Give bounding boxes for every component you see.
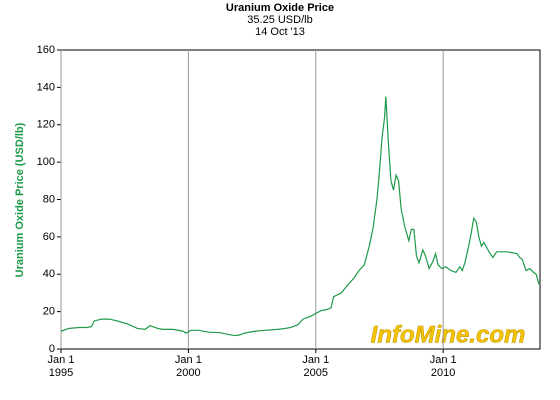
price-line (60, 96, 541, 337)
chart-date: 14 Oct '13 (255, 26, 305, 38)
watermark: InfoMine.com (371, 321, 526, 348)
y-tick-label: 160 (37, 44, 55, 56)
x-tick-label: Jan 1 1995 (47, 354, 75, 379)
x-tick-label: Jan 1 2005 (302, 354, 330, 379)
chart-subtitle: 35.25 USD/lb (247, 14, 312, 26)
x-tick-label: Jan 1 2010 (429, 354, 457, 379)
y-tick-label: 20 (43, 306, 55, 318)
plot-area (60, 49, 541, 350)
y-tick-label: 80 (43, 193, 55, 205)
y-tick-label: 40 (43, 268, 55, 280)
y-tick-label: 120 (37, 119, 55, 131)
y-tick-label: 140 (37, 81, 55, 93)
y-tick-label: 60 (43, 231, 55, 243)
chart-title: Uranium Oxide Price (226, 2, 334, 14)
y-tick-label: 100 (37, 156, 55, 168)
x-tick-label: Jan 1 2000 (174, 354, 202, 379)
y-tick-label: 0 (49, 343, 55, 355)
y-axis-label: Uranium Oxide Price (USD/lb) (14, 122, 26, 277)
